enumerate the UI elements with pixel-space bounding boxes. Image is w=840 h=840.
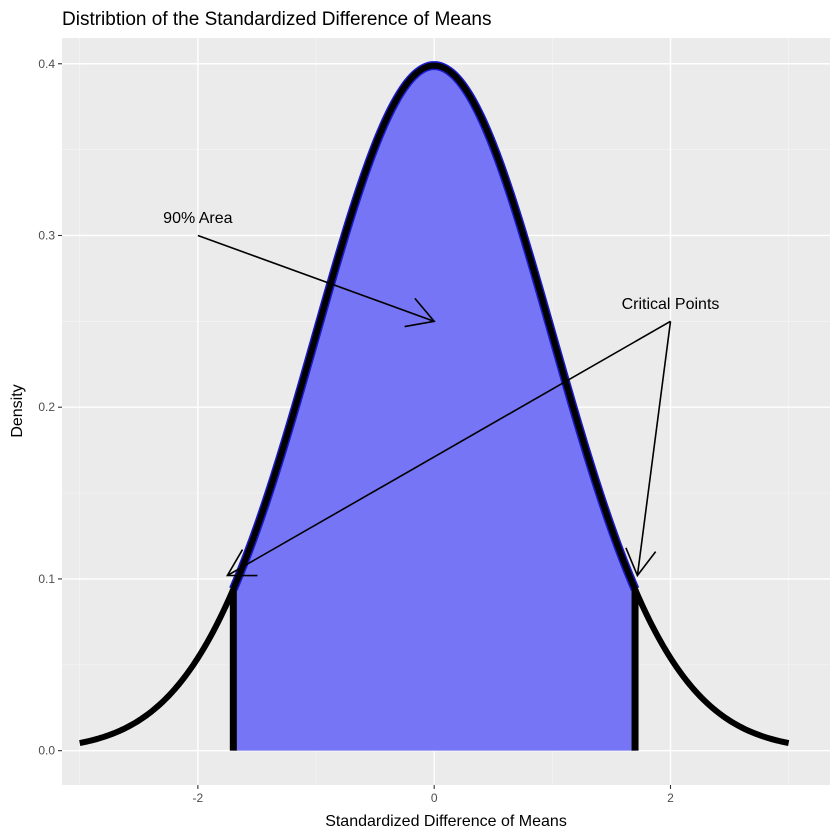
y-tick-label: 0.4 xyxy=(38,57,55,71)
annotation-text: Critical Points xyxy=(622,296,720,313)
x-axis-label: Standardized Difference of Means xyxy=(325,813,567,830)
annotation-arrow xyxy=(197,234,435,323)
y-axis-label: Density xyxy=(9,384,26,437)
x-tick-label: 0 xyxy=(431,791,438,805)
y-tick-label: 0.0 xyxy=(38,744,55,758)
annotation-arrowhead xyxy=(404,297,436,328)
annotation-arrowhead xyxy=(226,549,258,577)
annotation-arrow xyxy=(227,320,671,577)
curve-layer xyxy=(79,62,790,751)
y-tick-label: 0.2 xyxy=(38,400,55,414)
annotation-arrowhead xyxy=(625,547,657,578)
annotation-arrow xyxy=(636,321,672,576)
annotation-layer: 90% Area Critical Points xyxy=(163,210,720,578)
chart-title: Distribtion of the Standardized Differen… xyxy=(62,9,492,30)
shaded-area xyxy=(233,65,636,751)
x-tick-label: 2 xyxy=(667,791,674,805)
y-tick-label: 0.1 xyxy=(38,572,55,586)
annotation-text: 90% Area xyxy=(163,210,232,227)
x-tick-label: -2 xyxy=(193,791,204,805)
y-tick-label: 0.3 xyxy=(38,228,55,242)
density-curve xyxy=(79,62,790,746)
axis-layer: -2 0 2 0.0 0.1 0.2 0.3 0.4 xyxy=(38,57,674,805)
